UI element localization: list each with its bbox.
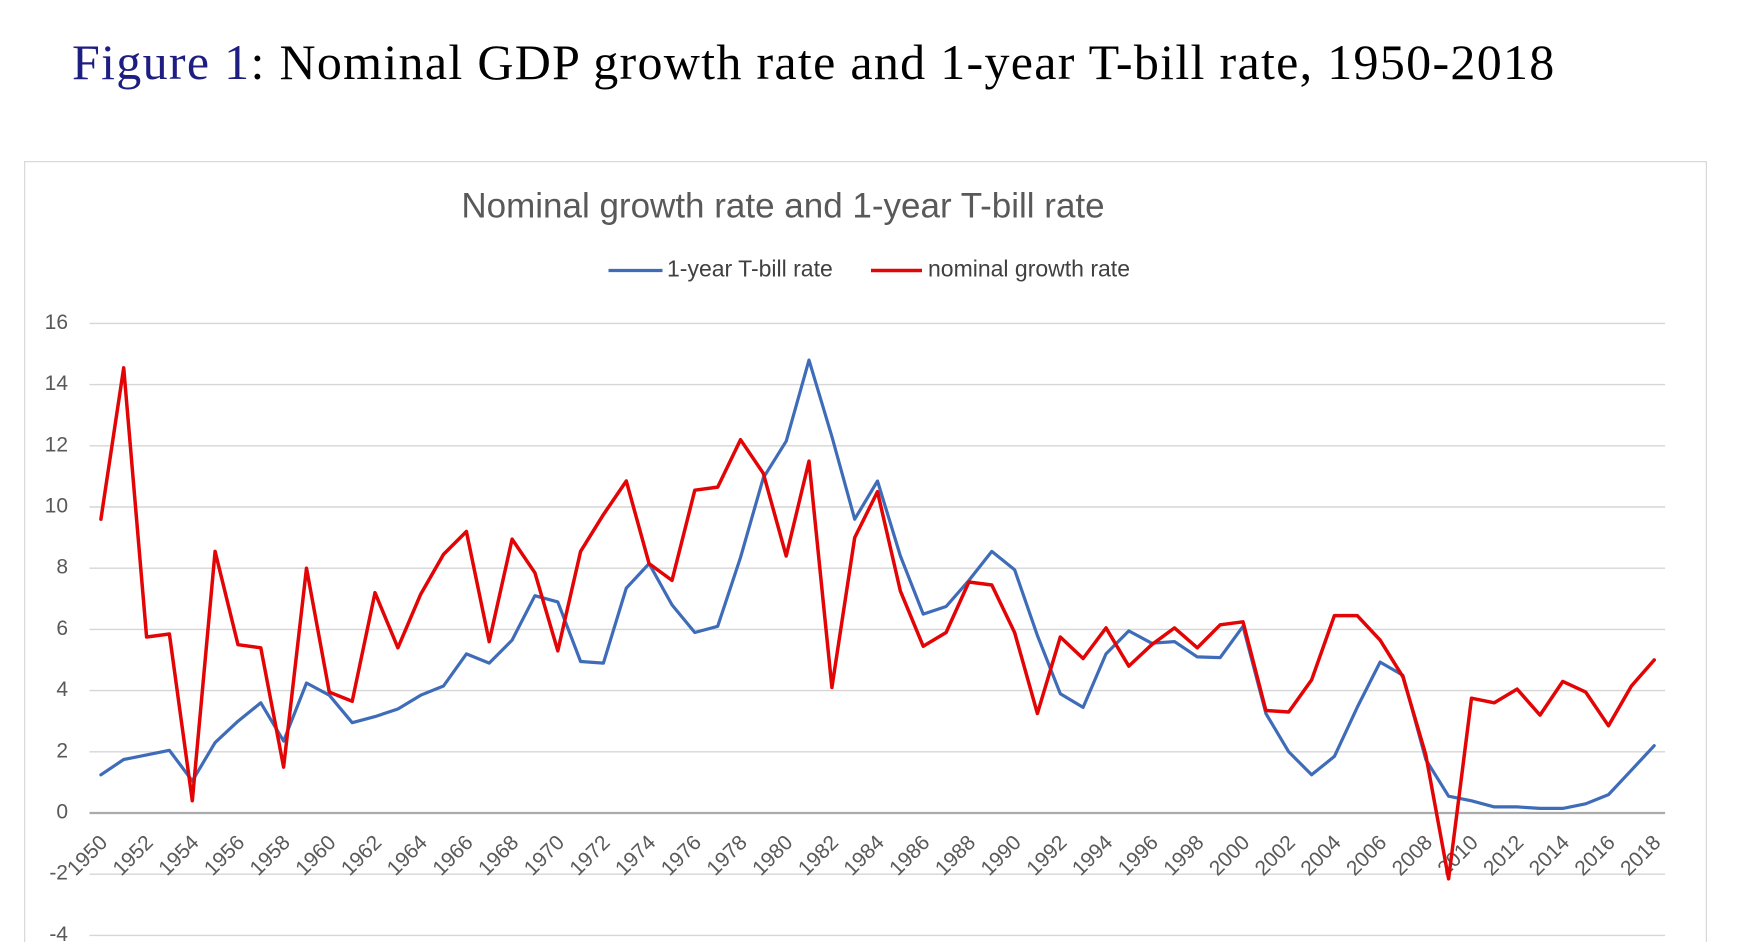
svg-text:6: 6	[56, 617, 68, 640]
svg-text:-2: -2	[49, 862, 68, 885]
svg-text:2: 2	[56, 739, 68, 762]
svg-text:16: 16	[45, 311, 68, 334]
svg-text:8: 8	[56, 556, 68, 579]
svg-text:-4: -4	[49, 923, 68, 942]
svg-text:nominal growth rate: nominal growth rate	[928, 256, 1130, 282]
svg-text:10: 10	[45, 495, 68, 518]
svg-text:0: 0	[56, 801, 68, 824]
svg-text:1-year T-bill rate: 1-year T-bill rate	[667, 256, 833, 282]
svg-text:4: 4	[56, 678, 68, 701]
svg-text:14: 14	[45, 372, 69, 395]
svg-text:Nominal growth rate and 1-year: Nominal growth rate and 1-year T-bill ra…	[461, 187, 1104, 226]
svg-text:12: 12	[45, 433, 68, 456]
